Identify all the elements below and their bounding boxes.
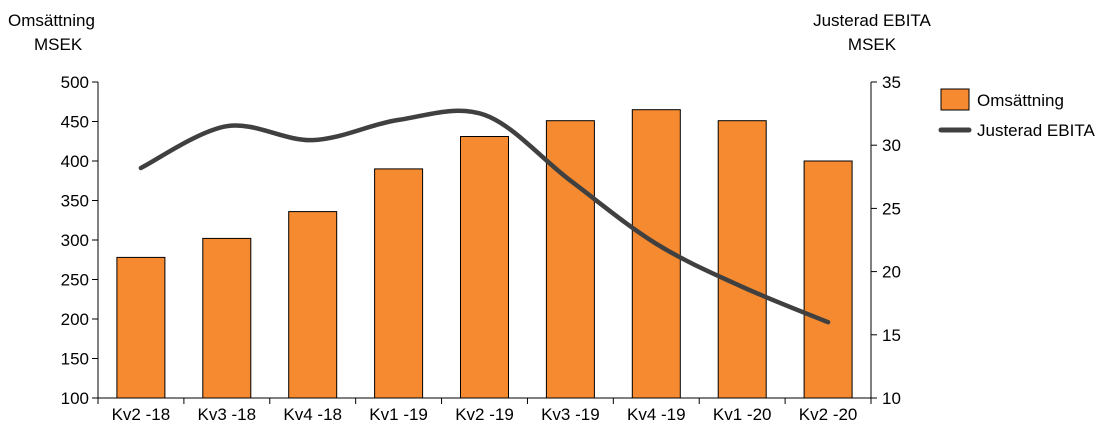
right-tick-label-15: 15 <box>882 326 901 345</box>
left-tick-labels: 100 150 200 250 300 350 400 450 500 <box>61 73 89 408</box>
x-tick-labels: Kv2 -18 Kv3 -18 Kv4 -18 Kv1 -19 Kv2 -19 Kv3 -… <box>112 405 858 423</box>
right-tick-label-25: 25 <box>882 199 901 218</box>
line-series <box>138 108 831 325</box>
bar-series <box>116 109 853 399</box>
x-tick-label-kv1-19: Kv1 -19 <box>369 405 428 423</box>
right-tick-label-35: 35 <box>882 73 901 92</box>
bar-kv1-19 <box>374 168 424 399</box>
left-tick-label-250: 250 <box>61 271 89 290</box>
left-tick-label-200: 200 <box>61 310 89 329</box>
bar-kv2-20 <box>803 160 853 399</box>
right-tick-label-30: 30 <box>882 136 901 155</box>
left-tick-label-300: 300 <box>61 231 89 250</box>
line-justerad-ebita <box>138 108 831 325</box>
x-tick-label-kv1-20: Kv1 -20 <box>713 405 772 423</box>
left-axis-title-line-1: Omsättning <box>8 11 95 30</box>
right-axis-title-line-2: MSEK <box>848 35 897 54</box>
bar-kv2-18 <box>116 256 166 399</box>
right-axis-title-line-1: Justerad EBITA <box>813 11 931 30</box>
left-axis-title: Omsättning MSEK <box>8 11 95 54</box>
left-axis-title-line-2: MSEK <box>34 35 83 54</box>
left-tick-label-500: 500 <box>61 73 89 92</box>
axes <box>92 81 877 404</box>
left-tick-label-350: 350 <box>61 192 89 211</box>
right-tick-label-20: 20 <box>882 263 901 282</box>
bar-kv2-19 <box>460 136 509 399</box>
x-tick-label-kv2-18: Kv2 -18 <box>112 405 171 423</box>
bar-kv1-20 <box>717 120 767 399</box>
right-tick-label-10: 10 <box>882 389 901 408</box>
x-tick-label-kv2-19: Kv2 -19 <box>455 405 514 423</box>
x-tick-label-kv3-18: Kv3 -18 <box>198 405 257 423</box>
left-tick-label-100: 100 <box>61 389 89 408</box>
bar-kv3-19 <box>545 120 595 399</box>
right-axis-title: Justerad EBITA MSEK <box>813 11 931 54</box>
x-tick-label-kv4-18: Kv4 -18 <box>283 405 342 423</box>
bar-kv4-18 <box>288 211 338 399</box>
legend-swatch-omsattning <box>940 88 970 111</box>
left-tick-label-400: 400 <box>61 152 89 171</box>
x-tick-label-kv2-20: Kv2 -20 <box>799 405 858 423</box>
right-tick-labels: 10 15 20 25 30 35 <box>882 73 901 408</box>
x-tick-label-kv4-19: Kv4 -19 <box>627 405 686 423</box>
x-tick-label-kv3-19: Kv3 -19 <box>541 405 600 423</box>
legend: Omsättning Justerad EBITA <box>938 88 1095 140</box>
legend-label-justerad-ebita: Justerad EBITA <box>977 121 1095 140</box>
left-tick-label-450: 450 <box>61 113 89 132</box>
left-tick-label-150: 150 <box>61 350 89 369</box>
bar-kv3-18 <box>202 237 252 399</box>
legend-label-omsattning: Omsättning <box>977 91 1064 110</box>
